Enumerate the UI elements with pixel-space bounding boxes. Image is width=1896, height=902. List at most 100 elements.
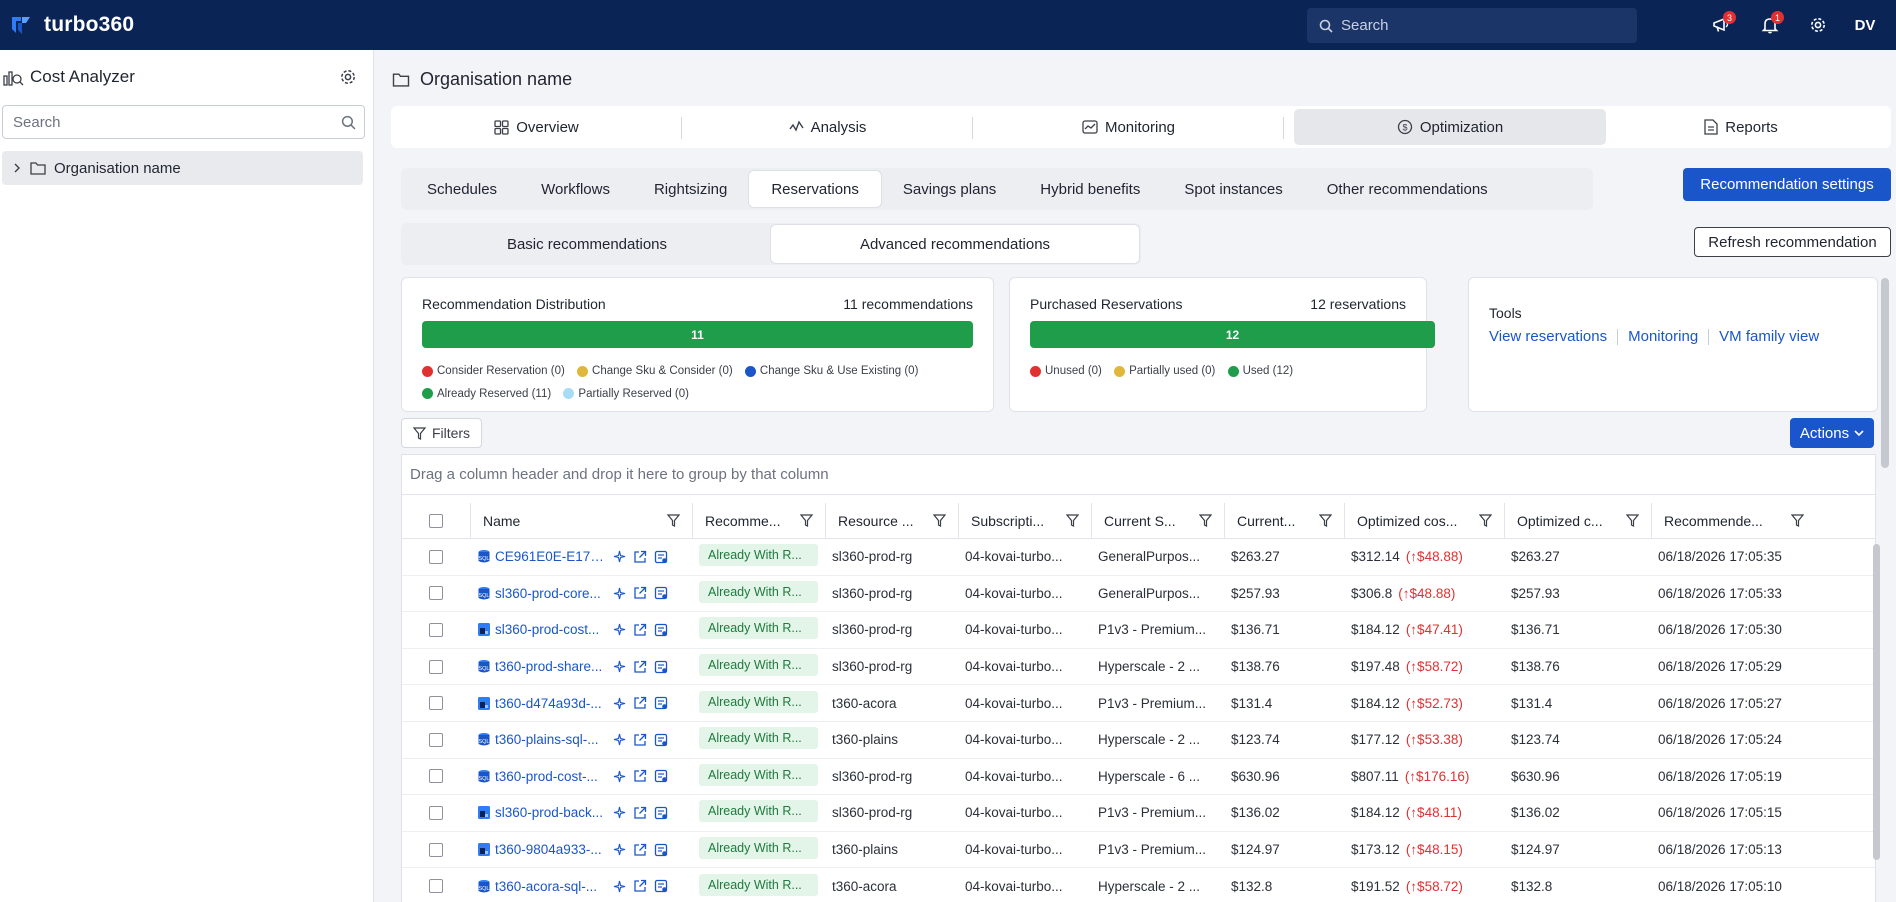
- external-link-icon[interactable]: [633, 733, 647, 747]
- subtab-hybrid-benefits[interactable]: Hybrid benefits: [1040, 180, 1141, 198]
- resource-name-link[interactable]: CE961E0E-E17B-...: [495, 549, 607, 565]
- external-link-icon[interactable]: [633, 586, 647, 600]
- external-link-icon[interactable]: [633, 660, 647, 674]
- details-panel-icon[interactable]: [654, 879, 668, 893]
- resource-name-link[interactable]: sl360-prod-core...: [495, 585, 601, 601]
- column-header-name[interactable]: Name: [470, 502, 692, 539]
- sidebar-search-input[interactable]: Search: [2, 105, 365, 139]
- column-header-recommendation[interactable]: Recomme...: [692, 502, 825, 539]
- vm-family-view-link[interactable]: VM family view: [1719, 328, 1820, 345]
- resource-name-link[interactable]: t360-plains-sql-...: [495, 732, 599, 748]
- filter-icon[interactable]: [1626, 514, 1639, 527]
- column-header-optimized-c[interactable]: Optimized c...: [1504, 502, 1651, 539]
- subtab-reservations[interactable]: Reservations: [749, 171, 881, 207]
- tab-analysis[interactable]: Analysis: [682, 109, 973, 145]
- grid-scrollbar[interactable]: [1873, 544, 1880, 860]
- external-link-icon[interactable]: [633, 769, 647, 783]
- tab-advanced-recommendations[interactable]: Advanced recommendations: [771, 225, 1139, 263]
- column-header-current-cost[interactable]: Current...: [1224, 502, 1344, 539]
- subtab-workflows[interactable]: Workflows: [541, 180, 610, 198]
- tab-reports[interactable]: Reports: [1606, 109, 1876, 145]
- resource-name-link[interactable]: t360-9804a933-...: [495, 842, 602, 858]
- subtab-savings-plans[interactable]: Savings plans: [902, 180, 997, 198]
- tab-overview[interactable]: Overview: [391, 109, 682, 145]
- subtab-schedules[interactable]: Schedules: [427, 180, 498, 198]
- select-all-checkbox[interactable]: [429, 513, 443, 528]
- details-panel-icon[interactable]: [654, 586, 668, 600]
- table-row[interactable]: SQL t360-plains-sql-... Already With R... t…: [402, 722, 1875, 759]
- resource-name-link[interactable]: t360-d474a93d-...: [495, 695, 602, 711]
- page-scrollbar[interactable]: [1881, 278, 1889, 468]
- details-panel-icon[interactable]: [654, 843, 668, 857]
- row-checkbox[interactable]: [429, 586, 443, 601]
- row-checkbox[interactable]: [429, 769, 443, 784]
- filter-icon[interactable]: [1199, 514, 1212, 527]
- column-header-subscription[interactable]: Subscripti...: [958, 502, 1091, 539]
- sparkle-icon[interactable]: [613, 660, 626, 673]
- filter-icon[interactable]: [667, 514, 680, 527]
- external-link-icon[interactable]: [633, 550, 647, 564]
- resource-name-link[interactable]: sl360-prod-cost...: [495, 622, 600, 638]
- table-row[interactable]: SQL t360-acora-sql-... Already With R... t3…: [402, 868, 1875, 902]
- announcements-button[interactable]: 3: [1698, 0, 1746, 50]
- external-link-icon[interactable]: [633, 806, 647, 820]
- tree-item-organisation[interactable]: Organisation name: [2, 151, 363, 185]
- table-row[interactable]: SQL sl360-prod-core... Already With R... sl…: [402, 576, 1875, 613]
- table-row[interactable]: sl360-prod-cost... Already With R... sl360…: [402, 612, 1875, 649]
- sparkle-icon[interactable]: [613, 770, 626, 783]
- details-panel-icon[interactable]: [654, 769, 668, 783]
- sparkle-icon[interactable]: [613, 587, 626, 600]
- details-panel-icon[interactable]: [654, 660, 668, 674]
- external-link-icon[interactable]: [633, 879, 647, 893]
- filter-icon[interactable]: [1791, 514, 1804, 527]
- resource-name-link[interactable]: t360-acora-sql-...: [495, 878, 598, 894]
- purchased-bar[interactable]: 12: [1030, 321, 1435, 348]
- resource-name-link[interactable]: t360-prod-share...: [495, 659, 603, 675]
- brand[interactable]: turbo360: [10, 13, 134, 37]
- details-panel-icon[interactable]: [654, 733, 668, 747]
- sidebar-settings-button[interactable]: [339, 68, 357, 89]
- row-checkbox[interactable]: [429, 549, 443, 564]
- subtab-spot-instances[interactable]: Spot instances: [1184, 180, 1283, 198]
- distribution-bar[interactable]: 11: [422, 321, 973, 348]
- sparkle-icon[interactable]: [613, 806, 626, 819]
- row-checkbox[interactable]: [429, 732, 443, 747]
- tab-optimization[interactable]: $ Optimization: [1294, 109, 1606, 145]
- external-link-icon[interactable]: [633, 843, 647, 857]
- table-row[interactable]: t360-9804a933-... Already With R... t360-p…: [402, 832, 1875, 869]
- actions-button[interactable]: Actions: [1790, 418, 1874, 448]
- filter-icon[interactable]: [1066, 514, 1079, 527]
- sparkle-icon[interactable]: [613, 623, 626, 636]
- table-row[interactable]: SQL t360-prod-cost-... Already With R... sl…: [402, 759, 1875, 796]
- column-header-optimized-cost[interactable]: Optimized cos...: [1344, 502, 1504, 539]
- external-link-icon[interactable]: [633, 696, 647, 710]
- recommendation-settings-button[interactable]: Recommendation settings: [1683, 168, 1891, 201]
- row-checkbox[interactable]: [429, 622, 443, 637]
- details-panel-icon[interactable]: [654, 550, 668, 564]
- filter-icon[interactable]: [800, 514, 813, 527]
- group-by-drop-zone[interactable]: Drag a column header and drop it here to…: [402, 455, 1875, 495]
- resource-name-link[interactable]: t360-prod-cost-...: [495, 768, 598, 784]
- table-row[interactable]: SQL CE961E0E-E17B-... Already With R... sl3…: [402, 539, 1875, 576]
- filter-icon[interactable]: [1479, 514, 1492, 527]
- details-panel-icon[interactable]: [654, 696, 668, 710]
- chevron-right-icon[interactable]: [12, 163, 22, 173]
- notifications-button[interactable]: 1: [1746, 0, 1794, 50]
- view-reservations-link[interactable]: View reservations: [1489, 328, 1608, 345]
- sparkle-icon[interactable]: [613, 550, 626, 563]
- external-link-icon[interactable]: [633, 623, 647, 637]
- table-row[interactable]: t360-d474a93d-... Already With R... t360-a…: [402, 685, 1875, 722]
- avatar[interactable]: DV: [1848, 8, 1882, 42]
- sparkle-icon[interactable]: [613, 880, 626, 893]
- refresh-recommendation-button[interactable]: Refresh recommendation: [1694, 227, 1891, 257]
- filter-icon[interactable]: [933, 514, 946, 527]
- table-row[interactable]: sl360-prod-back... Already With R... sl360…: [402, 795, 1875, 832]
- tab-basic-recommendations[interactable]: Basic recommendations: [506, 235, 668, 253]
- sparkle-icon[interactable]: [613, 733, 626, 746]
- row-checkbox[interactable]: [429, 696, 443, 711]
- filter-icon[interactable]: [1319, 514, 1332, 527]
- column-header-recommended-on[interactable]: Recommende...: [1651, 502, 1816, 539]
- column-header-current-sku[interactable]: Current S...: [1091, 502, 1224, 539]
- row-checkbox[interactable]: [429, 879, 443, 894]
- filters-button[interactable]: Filters: [401, 418, 482, 448]
